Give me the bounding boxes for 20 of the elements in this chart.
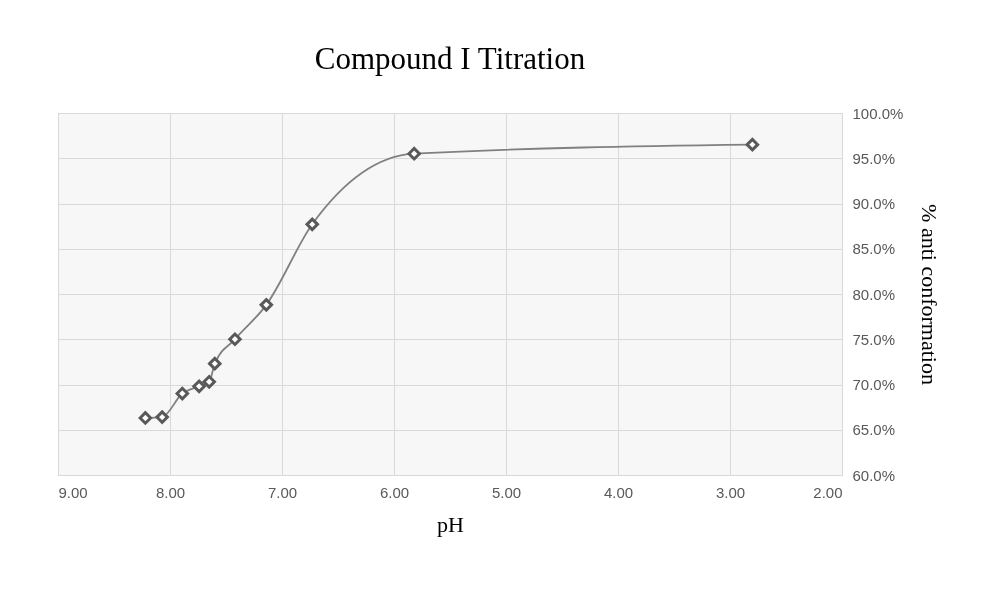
y2-tick-label: 65.0% [852,421,896,439]
x-tick-label: 8.00 [155,483,186,501]
y2-tick-label: 60.0% [852,466,896,484]
x-tick-label: 7.00 [267,483,298,501]
x-tick-label: 5.00 [491,483,522,501]
x-tick-label: 6.00 [379,483,410,501]
y2-tick-label: 90.0% [852,195,896,212]
x-tick-label: 2.00 [813,483,843,501]
y2-tick-label: 80.0% [852,285,896,303]
y2-axis-title: % anti conformation [917,204,943,385]
y2-tick-label: 95.0% [852,149,896,167]
x-axis-title: pH [437,511,465,537]
y2-tick-label: 70.0% [852,376,896,393]
chart-title: Compound I Titration [314,41,586,76]
y2-tick-label: 75.0% [852,330,896,348]
y2-tick-label: 100.0% [852,104,904,122]
y2-tick-label: 85.0% [852,240,896,258]
x-tick-label: 3.00 [715,483,746,501]
x-tick-label: 9.00 [58,483,88,501]
x-tick-label: 4.00 [603,483,634,501]
